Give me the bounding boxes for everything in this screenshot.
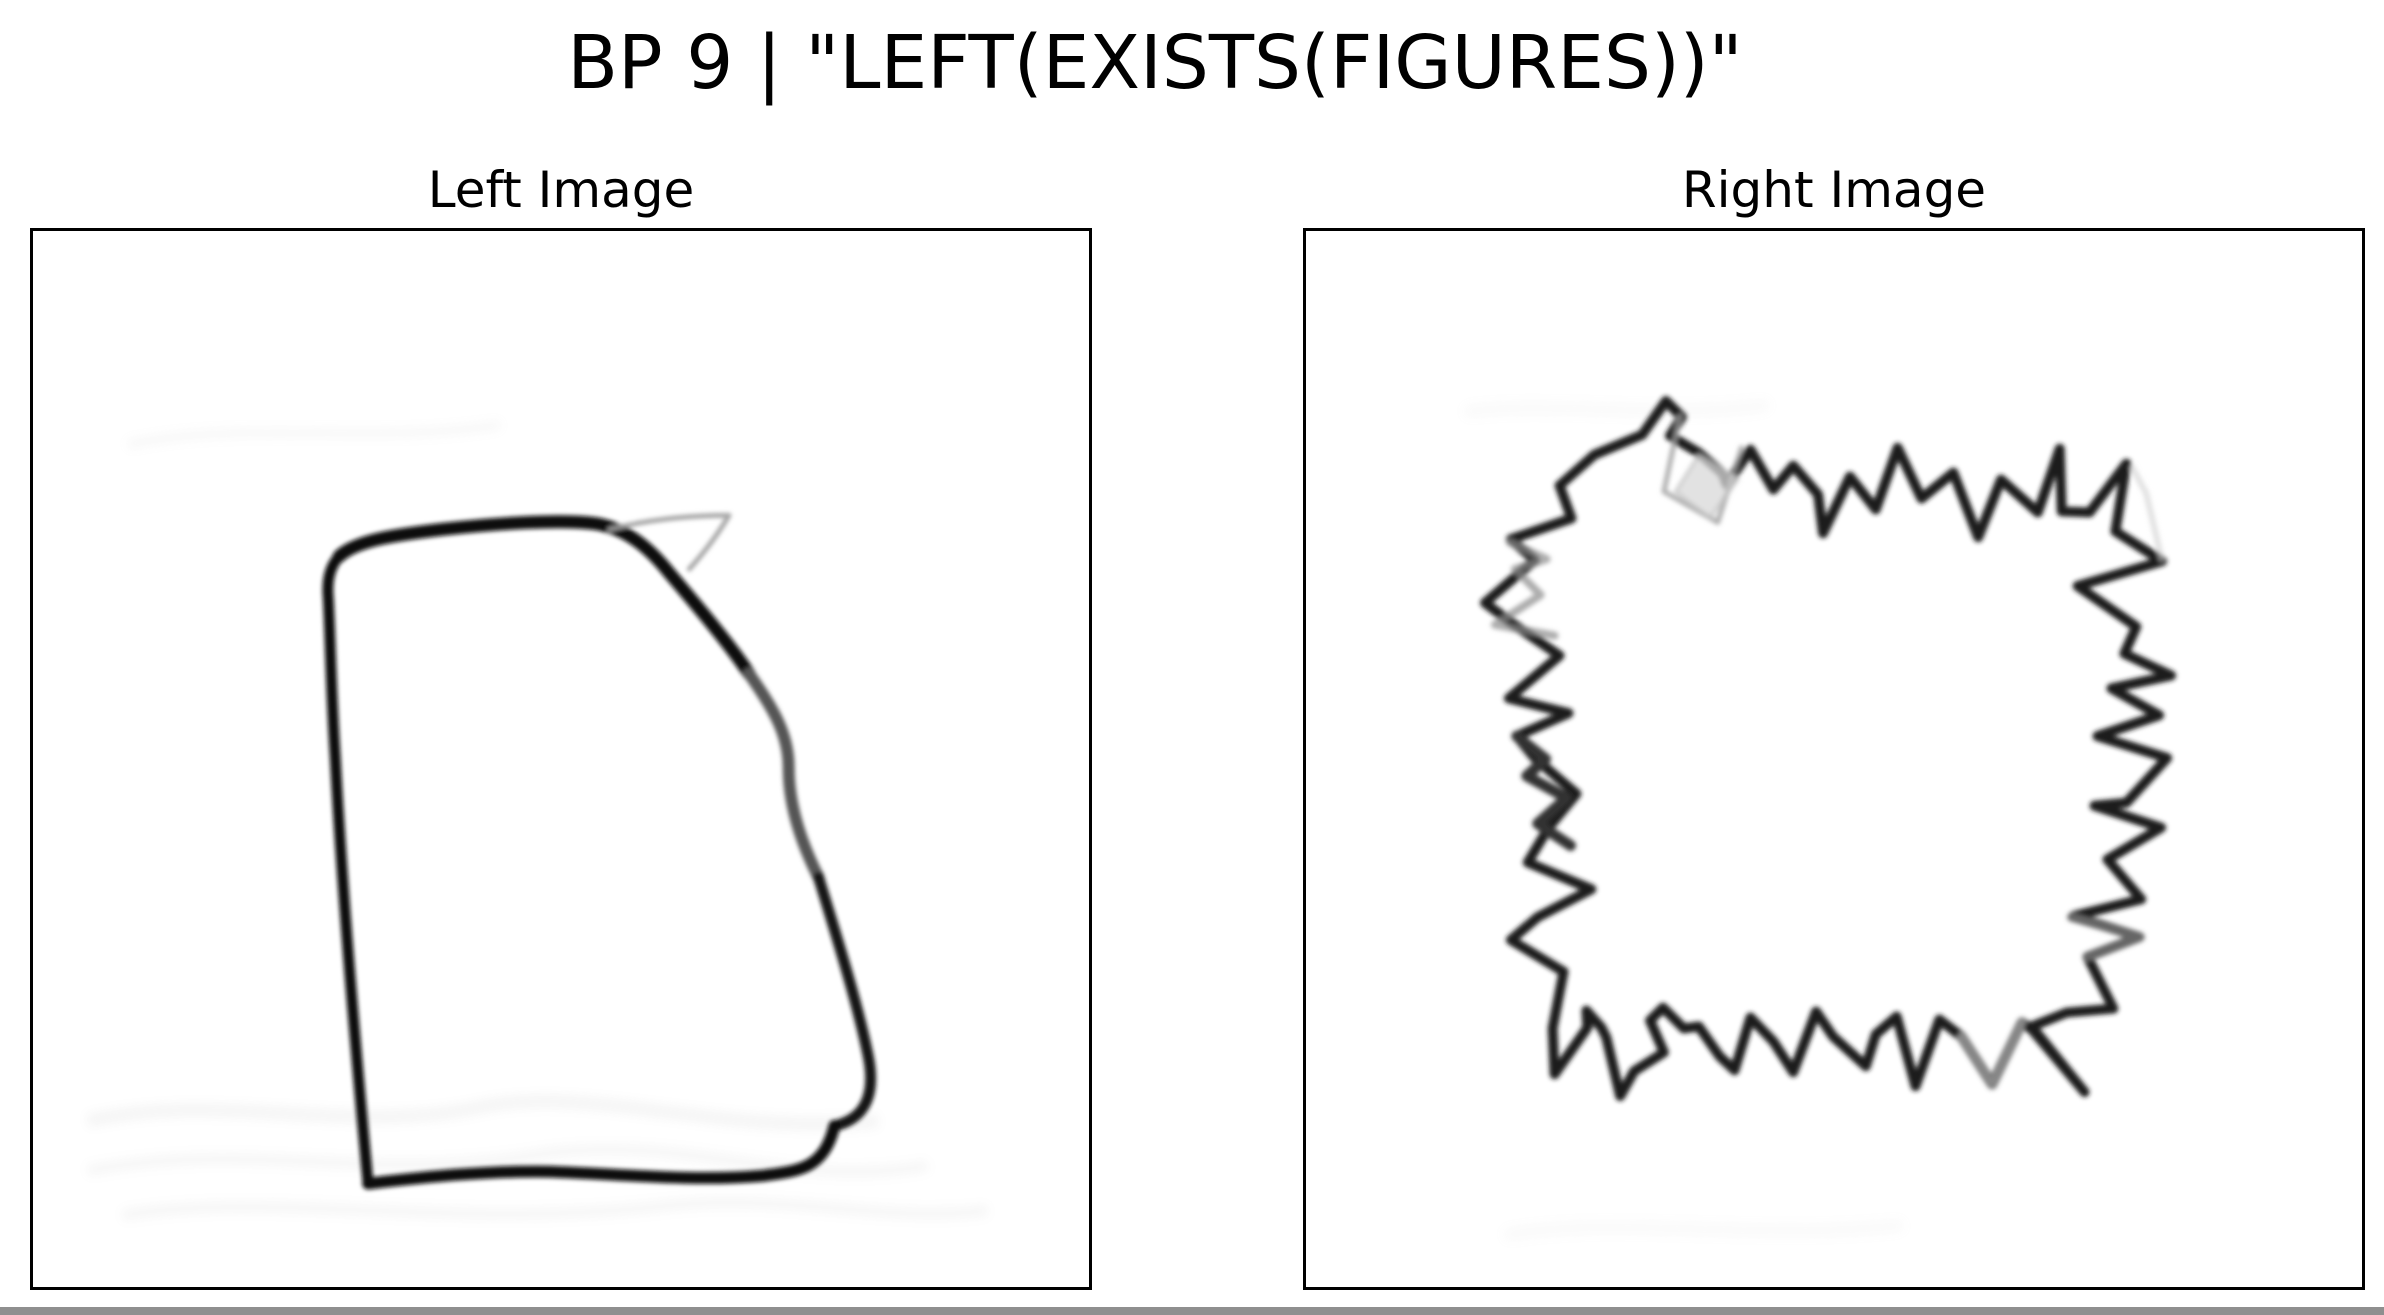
- bottom-edge-band: [0, 1307, 2384, 1315]
- left-faint-background-noise: [86, 419, 989, 1222]
- left-quadrilateral-figure: [322, 512, 877, 1190]
- right-image-frame: [1303, 228, 2365, 1290]
- left-image: [86, 419, 989, 1222]
- right-image: [1464, 396, 2177, 1241]
- figure-title: BP 9 | "LEFT(EXISTS(FIGURES))": [567, 20, 1743, 106]
- left-panel-title: Left Image: [427, 161, 695, 219]
- right-panel-title: Right Image: [1681, 161, 1987, 219]
- left-image-frame: [30, 228, 1092, 1290]
- right-faint-background-noise: [1464, 400, 1904, 1241]
- right-jagged-closed-figure: [1480, 396, 2177, 1102]
